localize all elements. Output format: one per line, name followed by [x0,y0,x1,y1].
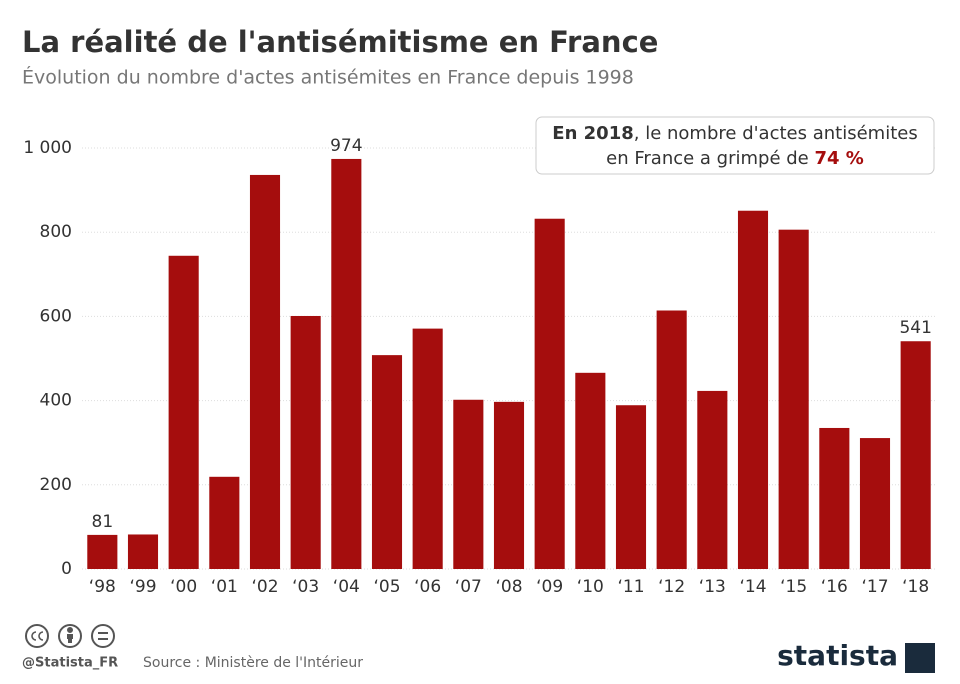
x-tick-label: ‘17 [861,577,888,597]
value-label: 974 [330,136,362,156]
bar [331,158,362,570]
y-tick-label: 200 [40,475,72,495]
value-label: 81 [92,512,114,532]
x-tick-label: ‘99 [129,577,156,597]
y-tick-label: 1 000 [23,138,72,158]
x-tick-label: ‘05 [373,577,400,597]
brand-logo [905,643,935,673]
x-tick-label: ‘01 [211,577,238,597]
bar [737,210,769,569]
bar [493,401,525,569]
annotation-box [535,116,935,175]
bar [249,174,281,569]
chart-subtitle: Évolution du nombre d'actes antisémites … [22,66,634,89]
bar [412,328,443,569]
x-tick-label: ‘02 [251,577,278,597]
bar [290,315,321,569]
bar [168,255,199,569]
chart-title: La réalité de l'antisémitisme en France [22,25,658,59]
x-tick-label: ‘09 [536,577,563,597]
x-tick-label: ‘18 [902,577,929,597]
x-tick-label: ‘06 [414,577,441,597]
bar [819,427,850,569]
x-tick-label: ‘03 [292,577,319,597]
annotation: en France a grimpé de 74 % [606,148,864,169]
brand: statista [777,639,898,672]
x-tick-label: ‘98 [89,577,116,597]
x-tick-label: ‘10 [577,577,604,597]
plot: 0 200 400 600 800 1 000 ‘98 81 ‘99 ‘00 ‘01 ‘02 ‘03 ‘0… [23,136,936,597]
bar [127,534,159,569]
y-tick-label: 0 [61,559,72,579]
annotation-text: en France a grimpé de [606,148,814,169]
x-tick-label: ‘07 [455,577,482,597]
bar [209,476,240,569]
x-tick-label: ‘15 [780,577,807,597]
bar [697,390,728,569]
y-tick-label: 800 [40,222,72,242]
x-tick-label: ‘08 [495,577,522,597]
annotation-lead: En 2018 [552,123,633,144]
bar [859,438,891,569]
license-icons [25,624,115,648]
value-label: 541 [899,318,931,338]
x-tick-label: ‘04 [333,577,360,597]
x-tick-label: ‘11 [617,577,644,597]
footer-handle: @Statista_FR [22,656,118,671]
bar [615,405,647,569]
bar [453,399,484,569]
footer-source: Source : Ministère de l'Intérieur [143,655,363,671]
bar [778,229,809,569]
annotation: En 2018, le nombre d'actes antisémites [552,123,917,144]
y-tick-label: 600 [40,306,72,326]
x-tick-label: ‘14 [739,577,766,597]
y-tick-label: 400 [40,391,72,411]
x-tick-label: ‘00 [170,577,197,597]
bar [534,218,565,569]
bar [900,341,931,569]
bar [575,372,606,569]
bar [87,534,118,569]
x-tick-label: ‘16 [821,577,848,597]
annotation-text: , le nombre d'actes antisémites [634,123,918,144]
x-tick-label: ‘12 [658,577,685,597]
annotation-highlight: 74 % [814,148,863,169]
bar [656,310,687,569]
bar [371,355,403,569]
x-tick-label: ‘13 [699,577,726,597]
